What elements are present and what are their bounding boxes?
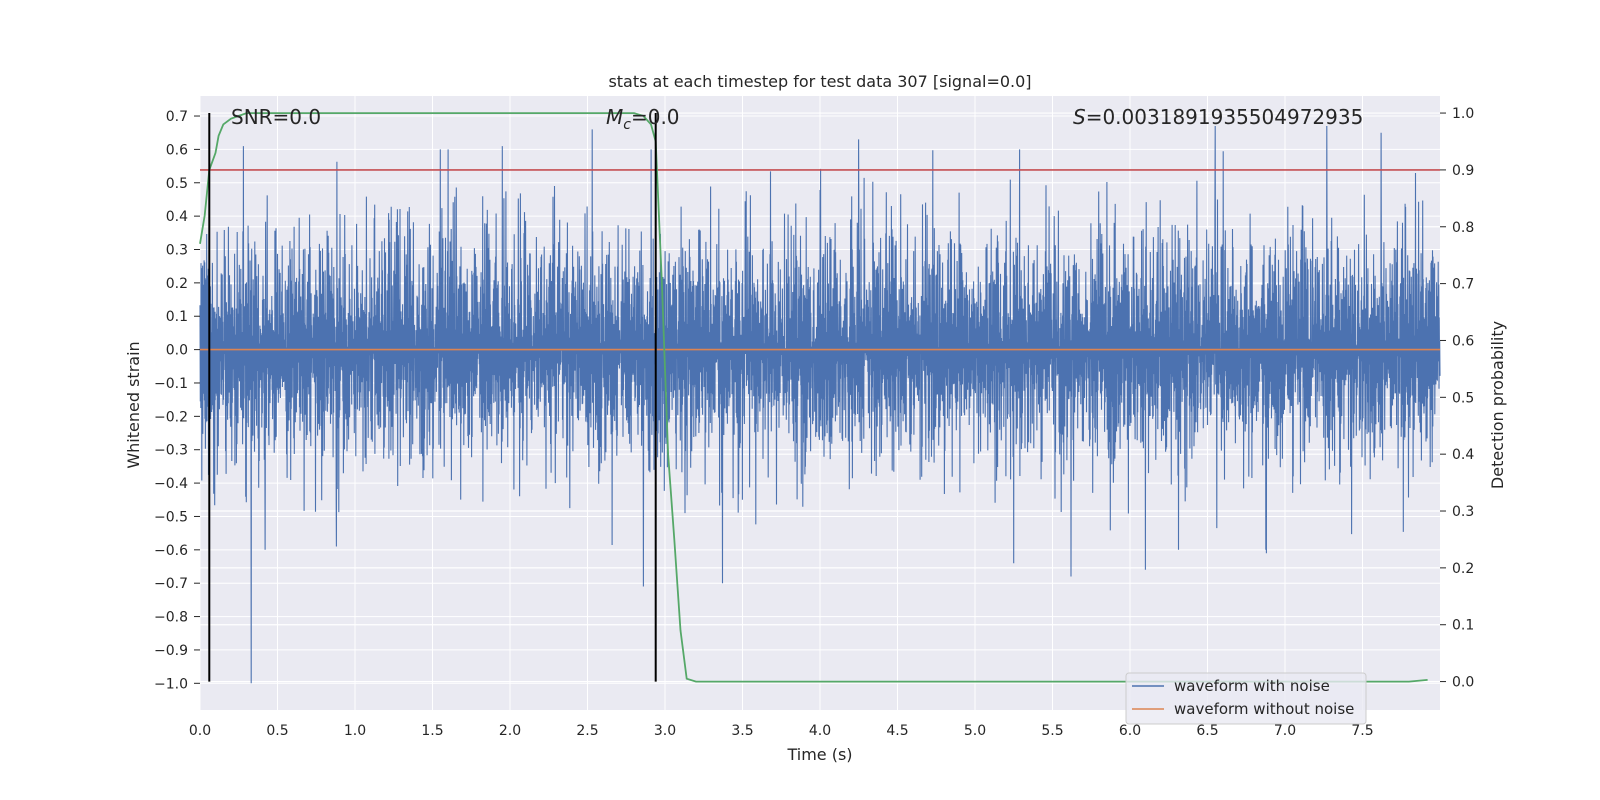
y-tick-label: −0.6 <box>154 543 188 559</box>
legend-box <box>1125 672 1367 725</box>
waveform-with-noise-series <box>199 125 1441 684</box>
y-tick-label: 0.2 <box>166 276 188 292</box>
x-tick-label: 0.0 <box>189 723 211 739</box>
s-annotation: S=0.0031891935504972935 <box>1073 105 1363 129</box>
y2-tick-label: 0.2 <box>1452 561 1474 577</box>
legend: waveform with noise waveform without noi… <box>1125 672 1367 725</box>
y2-tick-label: 0.1 <box>1452 618 1474 634</box>
y-tick-label: 0.3 <box>166 243 188 259</box>
mc-symbol: M <box>606 105 623 129</box>
snr-annotation: SNR=0.0 <box>231 105 321 129</box>
x-tick-label: 4.0 <box>809 723 831 739</box>
mc-subscript: c <box>623 117 631 133</box>
detection-probability-line <box>199 112 1428 683</box>
y2-tick-label: 0.3 <box>1452 504 1474 520</box>
x-tick-label: 5.0 <box>964 723 986 739</box>
y2-tick-label: 0.7 <box>1452 277 1474 293</box>
x-tick-label: 6.0 <box>1119 723 1141 739</box>
x-axis-label: Time (s) <box>786 745 852 764</box>
y2-tick-label: 0.5 <box>1452 390 1474 406</box>
y-tick-label: 0.1 <box>166 309 188 325</box>
y-axis-ticks: 0.7 0.6 0.5 0.4 0.3 0.2 0.1 0.0 −0.1 −0.2 −0.3 −0.4… <box>154 109 200 692</box>
y-tick-label: 0.0 <box>166 343 188 359</box>
y-tick-label: −0.4 <box>154 476 188 492</box>
y-tick-label: −0.1 <box>154 376 188 392</box>
chart-title: stats at each timestep for test data 307… <box>608 72 1031 91</box>
legend-label-waveform-without-noise: waveform without noise <box>1174 700 1354 718</box>
x-tick-label: 6.5 <box>1196 723 1218 739</box>
x-tick-label: 1.0 <box>344 723 366 739</box>
y-tick-label: −0.9 <box>154 643 188 659</box>
y2-axis-label: Detection probability <box>1488 321 1507 489</box>
chirp-mass-annotation: Mc=0.0 <box>606 105 680 133</box>
s-symbol: S <box>1073 105 1086 129</box>
y-tick-label: 0.5 <box>166 176 188 192</box>
y-tick-label: −0.2 <box>154 409 188 425</box>
y-axis-label: Whitened strain <box>124 341 143 468</box>
y-tick-label: −0.8 <box>154 610 188 626</box>
y2-tick-label: 0.6 <box>1452 333 1474 349</box>
x-tick-label: 3.5 <box>731 723 753 739</box>
y-tick-label: 0.7 <box>166 109 188 125</box>
vertical-markers <box>208 113 657 682</box>
s-value: =0.0031891935504972935 <box>1086 105 1364 129</box>
mc-value: =0.0 <box>631 105 680 129</box>
y-tick-label: −0.7 <box>154 576 188 592</box>
y-tick-label: 0.4 <box>166 209 188 225</box>
x-tick-label: 1.5 <box>421 723 443 739</box>
y-tick-label: −1.0 <box>154 676 188 692</box>
x-axis-ticks: 0.0 0.5 1.0 1.5 2.0 2.5 3.0 3.5 4.0 4.5 5.0 5.5 6.0 6… <box>189 723 1374 739</box>
x-tick-label: 4.5 <box>886 723 908 739</box>
x-tick-label: 7.5 <box>1351 723 1373 739</box>
y2-tick-label: 0.8 <box>1452 220 1474 236</box>
y-tick-label: −0.5 <box>154 509 188 525</box>
x-tick-label: 0.5 <box>266 723 288 739</box>
x-tick-label: 2.0 <box>499 723 521 739</box>
y2-tick-label: 0.9 <box>1452 163 1474 179</box>
detection-probability-series <box>199 112 1440 683</box>
y2-tick-label: 1.0 <box>1452 106 1474 122</box>
x-tick-label: 3.0 <box>654 723 676 739</box>
x-tick-label: 7.0 <box>1274 723 1296 739</box>
y2-tick-label: 0.4 <box>1452 447 1474 463</box>
x-tick-label: 5.5 <box>1041 723 1063 739</box>
y-tick-label: −0.3 <box>154 443 188 459</box>
legend-label-waveform-with-noise: waveform with noise <box>1174 677 1330 695</box>
y2-tick-label: 0.0 <box>1452 675 1474 691</box>
y2-axis-ticks: 1.0 0.9 0.8 0.7 0.6 0.5 0.4 0.3 0.2 0.1 0.0 <box>1440 106 1474 691</box>
y-tick-label: 0.6 <box>166 142 188 158</box>
x-tick-label: 2.5 <box>576 723 598 739</box>
waveform-with-noise-line <box>199 125 1441 684</box>
